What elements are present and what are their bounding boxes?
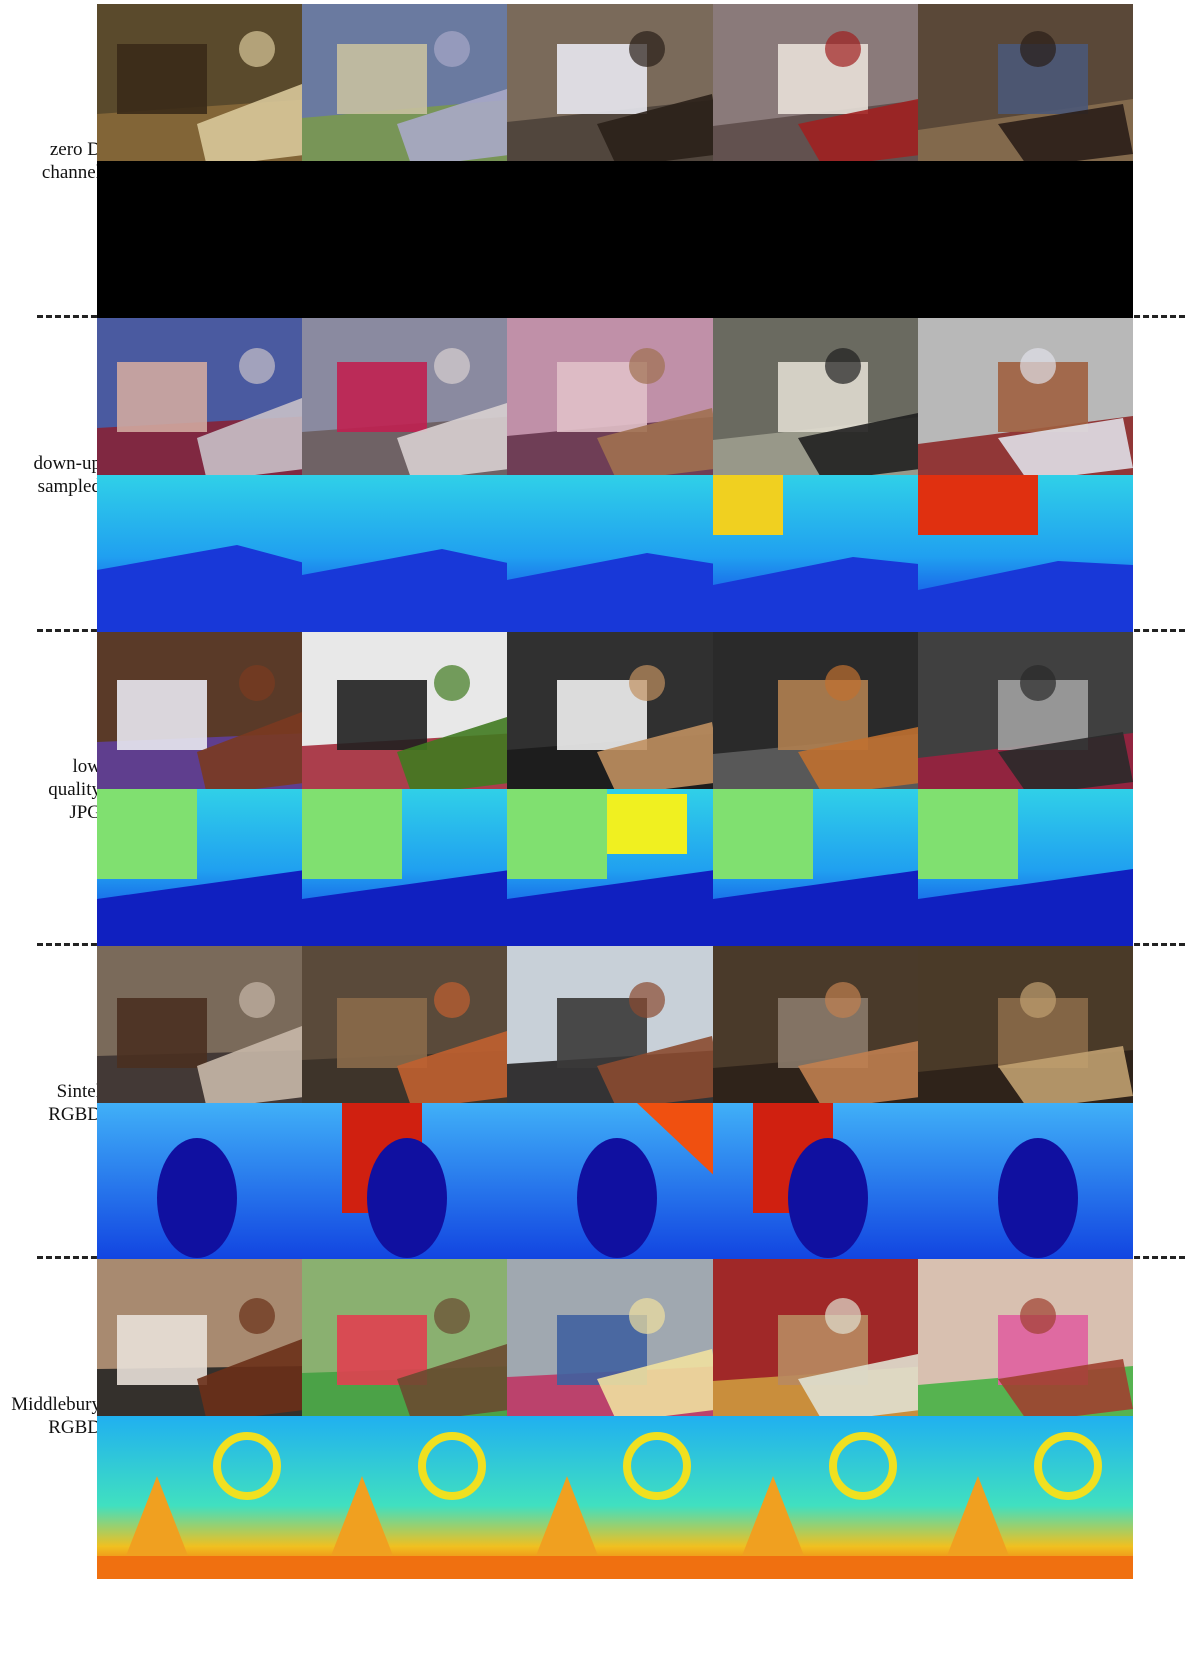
depth-image: [918, 475, 1133, 638]
rgb-image: [507, 4, 722, 167]
rgb-image: [97, 946, 312, 1109]
depth-image: [713, 161, 928, 324]
depth-image: [97, 1416, 312, 1579]
depth-image: [507, 789, 722, 952]
rgb-image: [713, 1259, 928, 1422]
rgb-image: [507, 632, 722, 795]
depth-image: [713, 1416, 928, 1579]
depth-image: [918, 161, 1133, 324]
depth-image: [97, 161, 312, 324]
row-label-line: channel: [41, 162, 101, 183]
depth-image: [507, 1103, 722, 1266]
row-label-line: sampled: [37, 476, 101, 497]
depth-image: [97, 475, 312, 638]
depth-image: [918, 1103, 1133, 1266]
rgb-image: [507, 1259, 722, 1422]
row-label-line: low: [72, 755, 102, 777]
rgb-image: [918, 946, 1133, 1109]
rgb-image: [507, 318, 722, 481]
rgb-image: [97, 632, 312, 795]
depth-image: [713, 1103, 928, 1266]
depth-image: [97, 789, 312, 952]
depth-image: [507, 1416, 722, 1579]
row-label-line: Middlebury: [11, 1394, 101, 1415]
rgb-image: [302, 4, 517, 167]
row-label-middlebury: Middlebury RGBD: [0, 1393, 101, 1439]
depth-image: [302, 1103, 517, 1266]
rgb-image: [918, 1259, 1133, 1422]
row-label-line: down-up: [33, 453, 101, 474]
depth-image: [97, 1103, 312, 1266]
rgb-image: [302, 632, 517, 795]
rgb-image: [713, 632, 928, 795]
rgb-image: [918, 632, 1133, 795]
rgb-image: [97, 4, 312, 167]
row-label-line: JPG: [69, 801, 101, 823]
row-label-line: RGBD: [48, 1417, 101, 1438]
rgb-image: [97, 1259, 312, 1422]
depth-image: [918, 789, 1133, 952]
rgb-image: [713, 946, 928, 1109]
depth-image: [302, 789, 517, 952]
rgb-image: [302, 1259, 517, 1422]
depth-image: [302, 161, 517, 324]
depth-image: [918, 1416, 1133, 1579]
rgb-image: [713, 4, 928, 167]
row-label-line: zero D: [49, 139, 101, 160]
row-label-sintel: Sintel RGBD: [0, 1080, 101, 1126]
row-label-line: Sintel: [56, 1081, 101, 1102]
depth-image: [302, 1416, 517, 1579]
row-label-down-up: down-up sampled: [0, 452, 101, 498]
rgb-image: [918, 318, 1133, 481]
rgb-image: [507, 946, 722, 1109]
rgb-image: [302, 946, 517, 1109]
rgb-image: [302, 318, 517, 481]
row-label-line: quality: [48, 778, 101, 800]
depth-image: [713, 475, 928, 638]
row-label-low-jpg: low quality JPG: [0, 755, 101, 824]
depth-image: [302, 475, 517, 638]
depth-image: [507, 161, 722, 324]
depth-image: [507, 475, 722, 638]
depth-image: [713, 789, 928, 952]
rgb-image: [918, 4, 1133, 167]
rgb-image: [97, 318, 312, 481]
row-label-line: RGBD: [48, 1104, 101, 1125]
rgb-image: [713, 318, 928, 481]
